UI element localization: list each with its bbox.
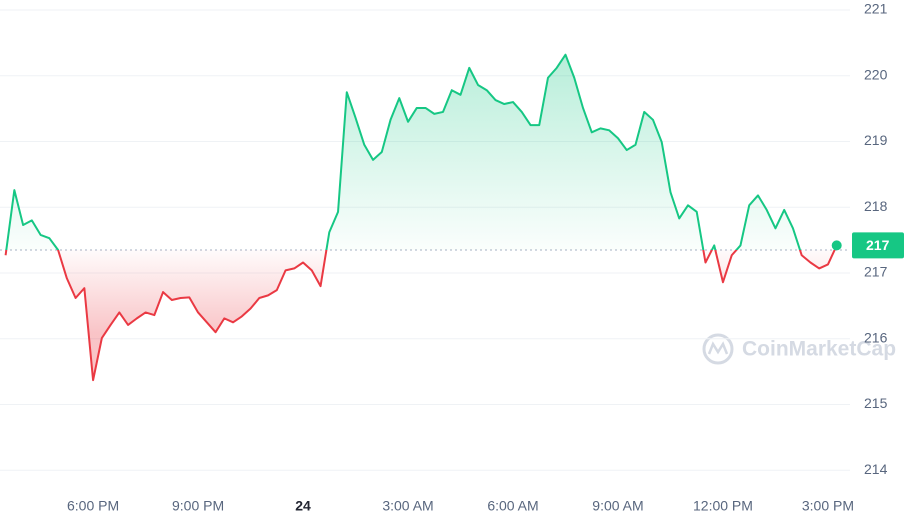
x-tick-label: 9:00 AM [592,498,643,514]
x-tick-label: 6:00 PM [67,498,119,514]
current-point [831,240,842,251]
x-tick-label: 6:00 AM [487,498,538,514]
price-badge [852,232,904,259]
y-tick-label: 216 [864,329,888,345]
x-tick-label: 3:00 AM [382,498,433,514]
x-tick-label: 9:00 PM [172,498,224,514]
x-tick-label: 3:00 PM [802,498,854,514]
watermark: CoinMarketCap [702,333,896,365]
y-tick-label: 217 [864,264,888,280]
price-badge-label: 217 [866,237,890,253]
price-line [4,53,838,382]
watermark-text: CoinMarketCap [742,338,896,361]
y-tick-label: 214 [864,461,888,477]
x-tick-label: 12:00 PM [693,498,753,514]
area [5,54,837,381]
y-tick-label: 218 [864,198,888,214]
y-tick-label: 221 [864,1,888,17]
y-tick-label: 215 [864,395,888,411]
y-tick-label: 220 [864,66,888,82]
x-tick-label: 24 [295,498,311,514]
y-tick-label: 219 [864,132,888,148]
